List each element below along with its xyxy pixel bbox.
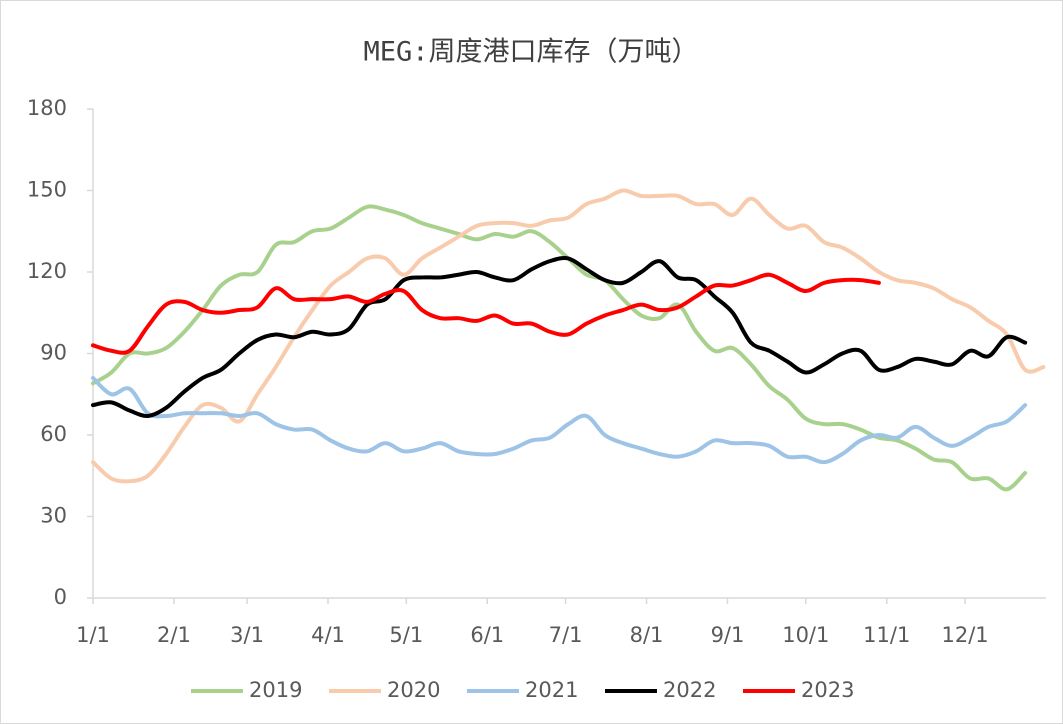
x-tick-label: 6/1 — [470, 623, 504, 647]
line-series — [91, 188, 1046, 484]
line-series — [91, 256, 1028, 418]
y-tick-label: 120 — [27, 259, 67, 283]
y-tick-label: 90 — [40, 341, 67, 365]
x-tick-label: 5/1 — [389, 623, 423, 647]
legend-label: 2019 — [249, 678, 302, 702]
x-tick-label: 9/1 — [711, 623, 745, 647]
x-tick-label: 4/1 — [311, 623, 345, 647]
line-series — [91, 272, 881, 355]
x-tick-label: 7/1 — [549, 623, 583, 647]
y-tick-label: 30 — [40, 504, 67, 528]
chart-title: MEG:周度港口库存（万吨） — [363, 37, 698, 68]
y-tick-label: 150 — [27, 178, 67, 202]
y-tick-label: 0 — [54, 585, 67, 609]
line-series — [91, 375, 1028, 465]
legend-label: 2021 — [525, 678, 578, 702]
legend-label: 2020 — [387, 678, 440, 702]
legend-label: 2022 — [663, 678, 716, 702]
x-tick-label: 8/1 — [630, 623, 664, 647]
x-tick-label: 11/1 — [863, 623, 910, 647]
x-tick-label: 1/1 — [76, 623, 110, 647]
line-series — [91, 204, 1028, 492]
y-tick-label: 60 — [40, 422, 67, 446]
x-tick-label: 3/1 — [230, 623, 264, 647]
legend-label: 2023 — [801, 678, 854, 702]
x-tick-label: 10/1 — [782, 623, 829, 647]
x-tick-label: 12/1 — [941, 623, 988, 647]
x-tick-label: 2/1 — [157, 623, 191, 647]
y-tick-label: 180 — [27, 96, 67, 120]
